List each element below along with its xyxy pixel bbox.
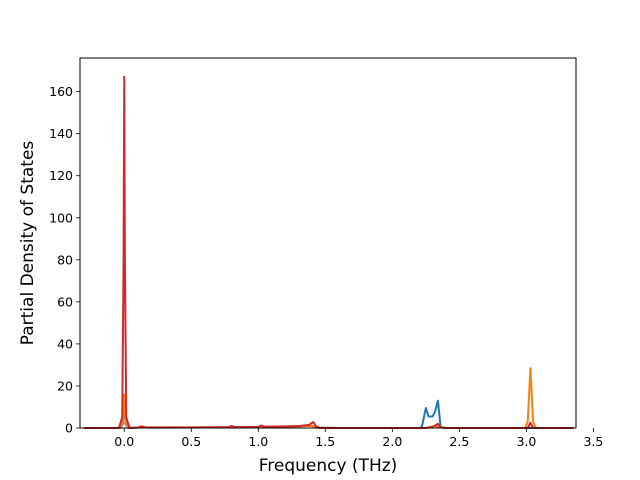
y-tick-label: 40 xyxy=(57,336,73,351)
x-tick-label: 1.5 xyxy=(315,434,335,449)
y-tick-label: 140 xyxy=(49,126,73,141)
series-line-3 xyxy=(84,75,574,429)
y-tick-label: 100 xyxy=(49,210,73,225)
y-tick-label: 20 xyxy=(57,378,73,393)
x-tick-label: 1.0 xyxy=(248,434,268,449)
x-axis-label: Frequency (THz) xyxy=(259,456,398,476)
y-tick-label: 0 xyxy=(65,421,73,436)
x-axis-ticks: 0.0 0.5 1.0 1.5 2.0 2.5 3.0 3.5 xyxy=(114,428,603,449)
x-tick-label: 3.0 xyxy=(516,434,536,449)
x-tick-label: 2.5 xyxy=(449,434,469,449)
x-tick-label: 0.5 xyxy=(181,434,201,449)
x-tick-label: 3.5 xyxy=(583,434,603,449)
y-axis-label: Partial Density of States xyxy=(18,141,38,346)
y-tick-label: 80 xyxy=(57,252,73,267)
y-tick-label: 160 xyxy=(49,84,73,99)
plot-frame xyxy=(79,57,577,429)
y-axis-ticks: 0 20 40 60 80 100 120 140 160 xyxy=(49,84,80,436)
y-tick-label: 120 xyxy=(49,168,73,183)
y-tick-label: 60 xyxy=(57,294,73,309)
x-tick-label: 2.0 xyxy=(382,434,402,449)
x-tick-label: 0.0 xyxy=(114,434,134,449)
